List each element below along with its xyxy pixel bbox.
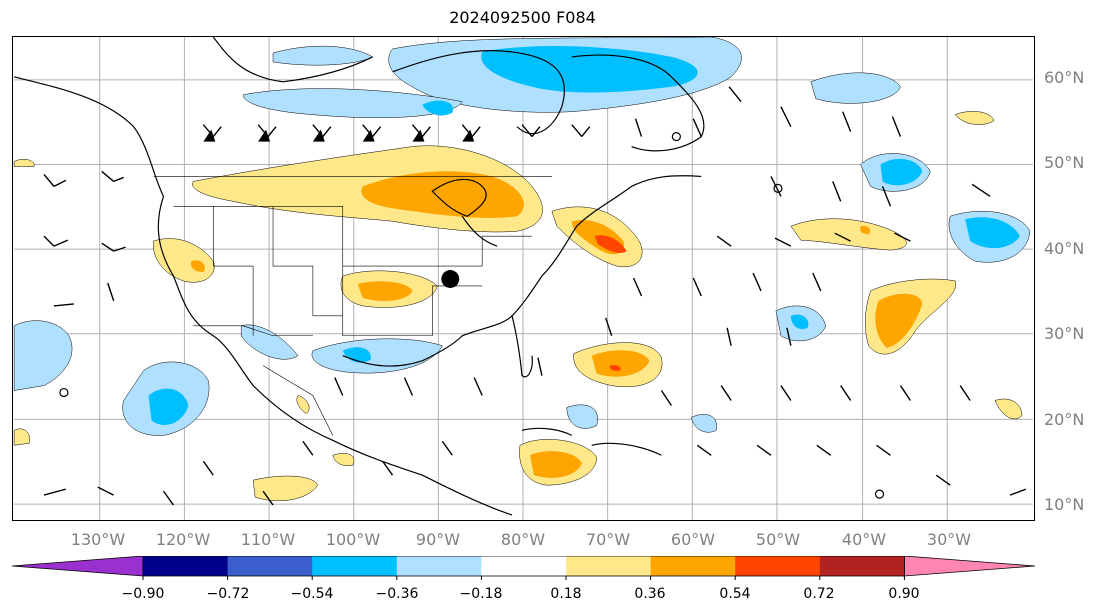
wind-barb-flags [203,129,475,142]
colorbar-segment [650,556,736,576]
colorbar-label: −0.72 [206,586,250,602]
colorbar-segment [312,556,398,576]
lon-label-70w: 70°W [585,530,631,549]
lat-label-40n: 40°N [1044,239,1085,258]
colorbar-segment [396,556,482,576]
colorbar-segment [735,556,821,576]
colorbar-label: −0.36 [375,586,419,602]
calm-wind-circles [59,132,885,499]
colorbar-segments [11,556,1036,577]
coastlines [13,37,705,516]
lon-label-100w: 100°W [325,530,381,549]
map-title: 2024092500 F084 [449,8,596,27]
colorbar-segment [819,556,905,576]
location-marker [441,270,460,288]
colorbar-label: 0.72 [803,586,835,602]
lon-label-120w: 120°W [155,530,211,549]
political-borders [153,176,552,436]
colorbar-segment [143,556,229,576]
lat-label-30n: 30°N [1044,324,1085,343]
shading-positive-peak [594,235,627,371]
lon-label-60w: 60°W [670,530,716,549]
colorbar-extend-low [11,556,144,577]
wind-barbs [43,86,1027,506]
lon-label-30w: 30°W [926,530,972,549]
lon-label-110w: 110°W [240,530,296,549]
lon-label-80w: 80°W [500,530,546,549]
shading-negative-core [148,45,1020,425]
colorbar-segment [566,556,652,576]
map-panel [12,36,1035,521]
lon-label-130w: 130°W [70,530,126,549]
colorbar-label: −0.54 [290,586,334,602]
lat-label-20n: 20°N [1044,410,1085,429]
colorbar-label: 0.90 [888,586,920,602]
lon-label-40w: 40°W [841,530,887,549]
lat-label-10n: 10°N [1044,495,1085,514]
colorbar-label: −0.18 [459,586,503,602]
colorbar-outline [142,556,905,577]
lon-label-90w: 90°W [415,530,461,549]
colorbar-label: 0.36 [634,586,666,602]
colorbar-extend-high [904,556,1036,577]
colorbar-label: 0.54 [719,586,751,602]
colorbar-segment [227,556,313,576]
colorbar-label: −0.90 [121,586,165,602]
lat-label-50n: 50°N [1044,153,1085,172]
lat-label-60n: 60°N [1044,68,1085,87]
lon-label-50w: 50°W [755,530,801,549]
colorbar [11,556,1036,580]
colorbar-segment [481,556,567,576]
colorbar-ticks [142,576,905,580]
colorbar-label: 0.18 [550,586,582,602]
